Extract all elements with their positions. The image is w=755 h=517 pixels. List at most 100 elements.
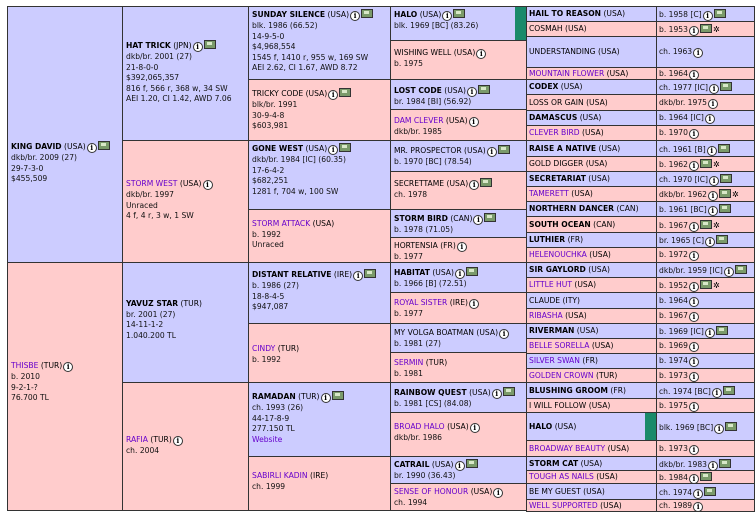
horse-name[interactable]: SILVER SWAN xyxy=(529,356,580,365)
photo-icon[interactable] xyxy=(699,159,712,168)
horse-name[interactable]: DAMASCUS xyxy=(529,113,578,122)
info-icon[interactable]: i xyxy=(714,423,725,434)
info-icon[interactable]: i xyxy=(353,271,364,281)
horse-name[interactable]: NORTHERN DANCER xyxy=(529,204,615,213)
horse-name[interactable]: CATRAIL xyxy=(394,460,430,469)
photo-icon[interactable] xyxy=(465,459,478,468)
info-icon[interactable]: i xyxy=(454,269,465,279)
photo-icon[interactable] xyxy=(97,141,110,150)
photo-icon[interactable] xyxy=(480,178,493,187)
photo-icon[interactable] xyxy=(699,472,712,481)
photo-icon[interactable] xyxy=(484,213,497,222)
horse-name[interactable]: HALO xyxy=(529,421,553,431)
info-icon[interactable]: i xyxy=(688,251,699,261)
photo-icon[interactable] xyxy=(361,9,374,18)
photo-icon[interactable] xyxy=(734,265,747,274)
horse-name[interactable]: BLUSHING GROOM xyxy=(529,385,608,395)
info-icon[interactable]: i xyxy=(688,371,699,382)
photo-icon[interactable] xyxy=(331,391,344,400)
horse-name[interactable]: STORM BIRD xyxy=(394,214,448,223)
photo-icon[interactable] xyxy=(364,269,377,278)
horse-name[interactable]: HAT TRICK xyxy=(126,41,171,50)
horse-name[interactable]: DAM CLEVER xyxy=(394,116,444,125)
info-icon[interactable]: i xyxy=(499,329,510,339)
horse-name[interactable]: RIVERMAN xyxy=(529,326,575,335)
info-icon[interactable]: i xyxy=(486,147,497,157)
horse-name[interactable]: GOLD DIGGER xyxy=(529,159,584,168)
info-icon[interactable]: i xyxy=(709,176,720,186)
horse-name[interactable]: THISBE xyxy=(11,361,39,370)
horse-name[interactable]: DISTANT RELATIVE xyxy=(252,270,332,279)
info-icon[interactable]: i xyxy=(454,461,465,471)
info-icon[interactable]: i xyxy=(708,460,718,470)
photo-icon[interactable] xyxy=(720,82,733,91)
info-icon[interactable]: i xyxy=(706,145,717,156)
info-icon[interactable]: i xyxy=(688,69,699,79)
info-icon[interactable]: i xyxy=(469,423,480,433)
info-icon[interactable]: i xyxy=(688,26,699,36)
info-icon[interactable]: i xyxy=(688,474,699,483)
horse-name[interactable]: I WILL FOLLOW xyxy=(529,400,587,410)
info-icon[interactable]: i xyxy=(688,342,699,352)
photo-icon[interactable] xyxy=(497,145,510,154)
info-icon[interactable]: i xyxy=(709,84,720,94)
info-icon[interactable]: i xyxy=(705,237,716,247)
horse-name[interactable]: SERMIN xyxy=(394,358,424,367)
horse-name[interactable]: LITTLE HUT xyxy=(529,280,572,289)
info-icon[interactable]: i xyxy=(63,362,74,372)
info-icon[interactable]: i xyxy=(704,328,715,338)
horse-name[interactable]: STORM WEST xyxy=(126,179,178,188)
horse-name[interactable]: SENSE OF HONOUR xyxy=(394,487,469,496)
horse-name[interactable]: CINDY xyxy=(252,344,276,353)
horse-name[interactable]: BROADWAY BEAUTY xyxy=(529,443,606,453)
info-icon[interactable]: i xyxy=(688,296,699,307)
horse-name[interactable]: TRICKY CODE xyxy=(252,89,304,98)
info-icon[interactable]: i xyxy=(688,312,699,322)
horse-name[interactable]: RAINBOW QUEST xyxy=(394,388,467,397)
horse-name[interactable]: ROYAL SISTER xyxy=(394,298,448,307)
info-icon[interactable]: i xyxy=(442,11,453,21)
photo-icon[interactable] xyxy=(203,40,216,49)
horse-name[interactable]: COSMAH xyxy=(529,24,563,33)
info-icon[interactable]: i xyxy=(350,11,361,21)
horse-name[interactable]: GONE WEST xyxy=(252,144,304,153)
website-link[interactable]: Website xyxy=(252,434,283,444)
photo-icon[interactable] xyxy=(699,24,712,33)
info-icon[interactable]: i xyxy=(493,488,504,498)
horse-name[interactable]: HELENOUCHKA xyxy=(529,250,587,259)
photo-icon[interactable] xyxy=(713,9,726,18)
photo-icon[interactable] xyxy=(699,280,712,289)
info-icon[interactable]: i xyxy=(711,387,722,398)
horse-name[interactable]: TAMERETT xyxy=(529,189,569,198)
horse-name[interactable]: GOLDEN CROWN xyxy=(529,370,594,380)
horse-name[interactable]: HAIL TO REASON xyxy=(529,9,602,18)
horse-name[interactable]: MY VOLGA BOATMAN xyxy=(394,328,474,337)
info-icon[interactable]: i xyxy=(476,49,487,59)
photo-icon[interactable] xyxy=(725,421,738,431)
horse-name[interactable]: CLEVER BIRD xyxy=(529,128,580,137)
horse-name[interactable]: RAFIA xyxy=(126,435,148,444)
horse-name[interactable]: SIR GAYLORD xyxy=(529,265,586,274)
horse-name[interactable]: LOSS OR GAIN xyxy=(529,97,584,107)
horse-name[interactable]: TOUGH AS NAILS xyxy=(529,472,594,481)
info-icon[interactable]: i xyxy=(192,42,203,52)
info-icon[interactable]: i xyxy=(688,221,699,232)
info-icon[interactable]: i xyxy=(328,90,339,100)
horse-name[interactable]: CODEX xyxy=(529,82,559,91)
horse-name[interactable]: WELL SUPPORTED xyxy=(529,500,598,510)
horse-name[interactable]: RAISE A NATIVE xyxy=(529,143,597,153)
info-icon[interactable]: i xyxy=(466,87,477,97)
info-icon[interactable]: i xyxy=(688,444,699,455)
photo-icon[interactable] xyxy=(716,235,729,244)
horse-name[interactable]: CLAUDE xyxy=(529,295,561,305)
info-icon[interactable]: i xyxy=(708,191,718,201)
horse-name[interactable]: WISHING WELL xyxy=(394,48,452,57)
horse-name[interactable]: LOST CODE xyxy=(394,86,442,95)
photo-icon[interactable] xyxy=(719,458,731,468)
horse-name[interactable]: SABIRLI KADIN xyxy=(252,471,308,480)
horse-name[interactable]: BROAD HALO xyxy=(394,422,445,431)
horse-name[interactable]: MR. PROSPECTOR xyxy=(394,146,462,155)
info-icon[interactable]: i xyxy=(328,145,339,155)
info-icon[interactable]: i xyxy=(704,114,715,124)
info-icon[interactable]: i xyxy=(172,436,183,446)
